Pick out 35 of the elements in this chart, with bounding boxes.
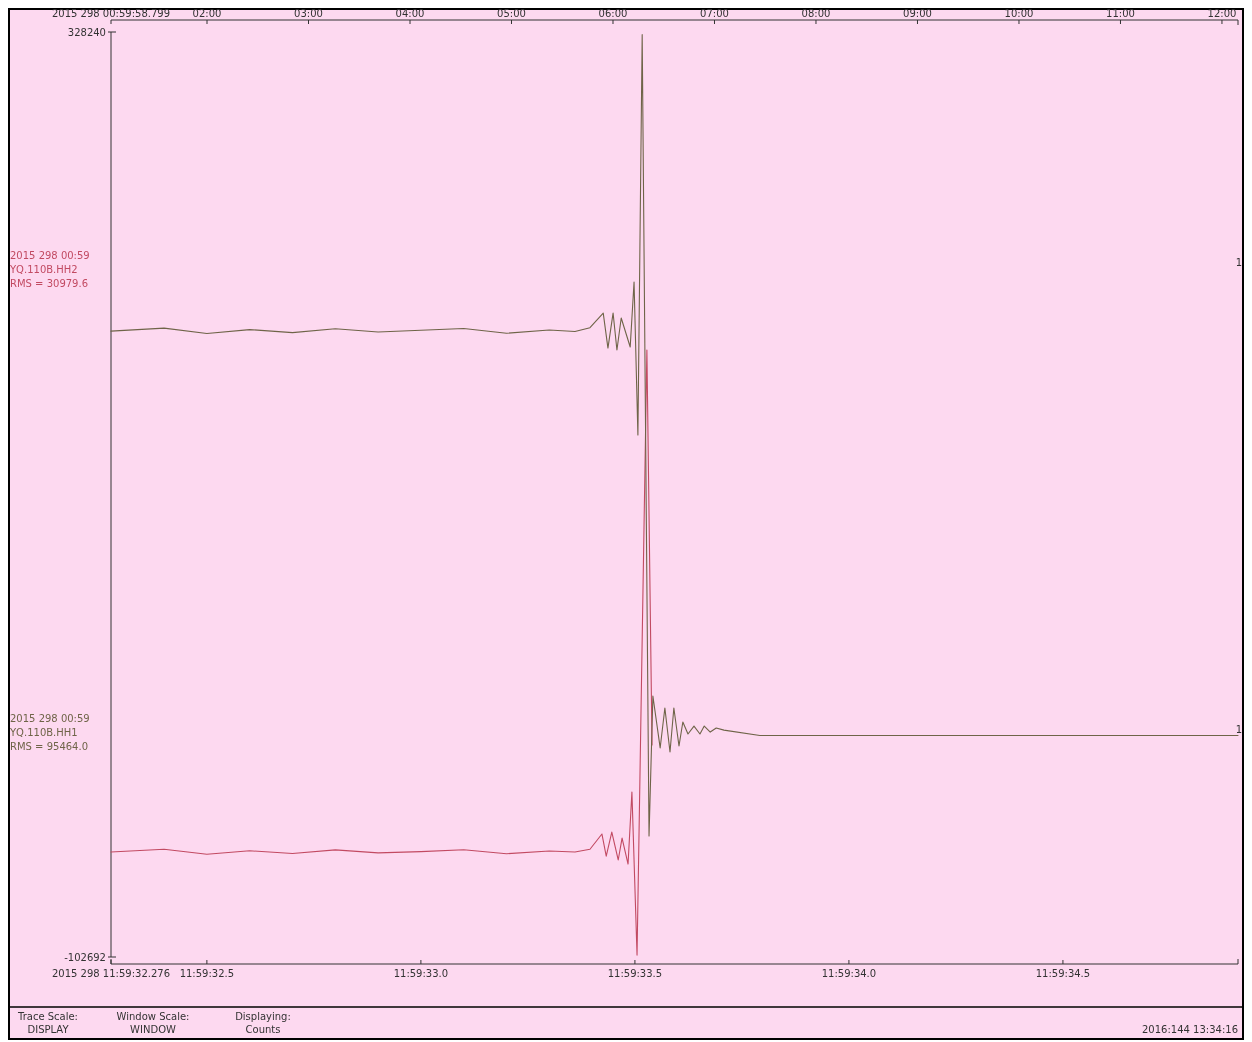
y-tick-label: -102692 [64,952,106,963]
x2-tick-label: 03:00 [294,8,323,19]
text: Window Scale: [116,1011,190,1022]
x-tick-label: 11:59:32.5 [179,968,235,979]
x-tick-label: 11:59:34.5 [1035,968,1091,979]
text: DISPLAY [27,1024,70,1035]
y-tick-label: 328240 [67,27,106,38]
text: Displaying: [235,1011,291,1022]
text: RMS = 30979.6 [10,278,89,289]
text: RMS = 95464.0 [10,741,89,752]
text: WINDOW [130,1024,176,1035]
text: 2015 298 00:59 [10,250,90,261]
x2-tick-label: 06:00 [598,8,628,19]
text: 2016:144 13:34:16 [1142,1024,1238,1035]
x2-tick-label: 11:00 [1106,8,1135,19]
x2-tick-label: 02:00 [192,8,222,19]
x2-tick-label: 04:00 [395,8,425,19]
x-tick-label: 11:59:33.5 [607,968,663,979]
x-tick-label: 11:59:34.0 [821,968,877,979]
x2-tick-label: 05:00 [497,8,526,19]
annotation: 1 [1235,257,1242,268]
annotation: 1 [1235,724,1242,735]
text: YQ.110B.HH2 [9,264,78,275]
x2-tick-label: 12:00 [1207,8,1237,19]
text: Counts [245,1024,281,1035]
x2-tick-label: 10:00 [1004,8,1034,19]
x2-tick-label: 07:00 [700,8,729,19]
text: YQ.110B.HH1 [9,727,78,738]
text: 2015 298 00:59 [10,713,90,724]
x2-tick-label: 08:00 [801,8,831,19]
x2-tick-label: 09:00 [903,8,932,19]
x-tick-label: 2015 298 11:59:32.276 [51,968,171,979]
x2-tick-label: 2015 298 00:59:58.799 [51,8,171,19]
text: Trace Scale: [17,1011,78,1022]
x-tick-label: 11:59:33.0 [393,968,449,979]
